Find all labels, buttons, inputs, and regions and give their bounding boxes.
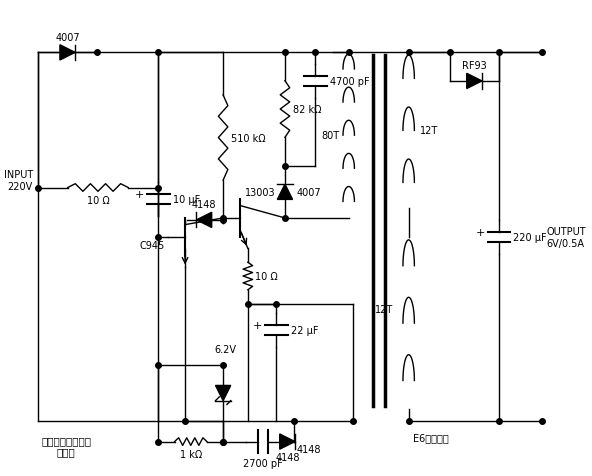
Text: C945: C945 <box>140 240 165 250</box>
Text: 510 kΩ: 510 kΩ <box>231 133 265 143</box>
Polygon shape <box>280 434 295 449</box>
Polygon shape <box>60 46 75 61</box>
Text: 12T: 12T <box>420 126 438 136</box>
Text: 82 kΩ: 82 kΩ <box>292 105 321 115</box>
Text: 4007: 4007 <box>297 188 321 198</box>
Text: OUTPUT
6V/0.5A: OUTPUT 6V/0.5A <box>546 227 586 248</box>
Text: 12T: 12T <box>375 304 394 314</box>
Polygon shape <box>466 74 482 89</box>
Polygon shape <box>197 213 212 228</box>
Text: +: + <box>135 190 144 200</box>
Text: +: + <box>475 228 485 238</box>
Text: RF93: RF93 <box>462 61 487 71</box>
Text: +: + <box>253 321 262 331</box>
Text: 10 Ω: 10 Ω <box>86 196 110 206</box>
Text: 10 μF: 10 μF <box>173 195 200 205</box>
Polygon shape <box>278 185 292 200</box>
Polygon shape <box>215 386 231 401</box>
Text: 2700 pF: 2700 pF <box>243 458 283 468</box>
Text: 220 μF: 220 μF <box>513 232 547 242</box>
Text: E6高频磁芯: E6高频磁芯 <box>413 432 449 442</box>
Text: 手机充电器用电源
变换器: 手机充电器用电源 变换器 <box>41 435 91 456</box>
Text: 6.2V: 6.2V <box>214 344 236 354</box>
Text: 4007: 4007 <box>55 33 80 43</box>
Text: 13003: 13003 <box>245 188 276 198</box>
Text: 1 kΩ: 1 kΩ <box>179 449 202 459</box>
Text: 80T: 80T <box>321 131 339 141</box>
Text: 10 Ω: 10 Ω <box>256 271 278 281</box>
Text: 4148: 4148 <box>297 445 321 455</box>
Text: INPUT
220V: INPUT 220V <box>4 170 33 191</box>
Text: 22 μF: 22 μF <box>291 326 318 336</box>
Text: 4148: 4148 <box>275 452 300 462</box>
Text: 4148: 4148 <box>192 200 216 210</box>
Text: 4700 pF: 4700 pF <box>330 77 369 87</box>
